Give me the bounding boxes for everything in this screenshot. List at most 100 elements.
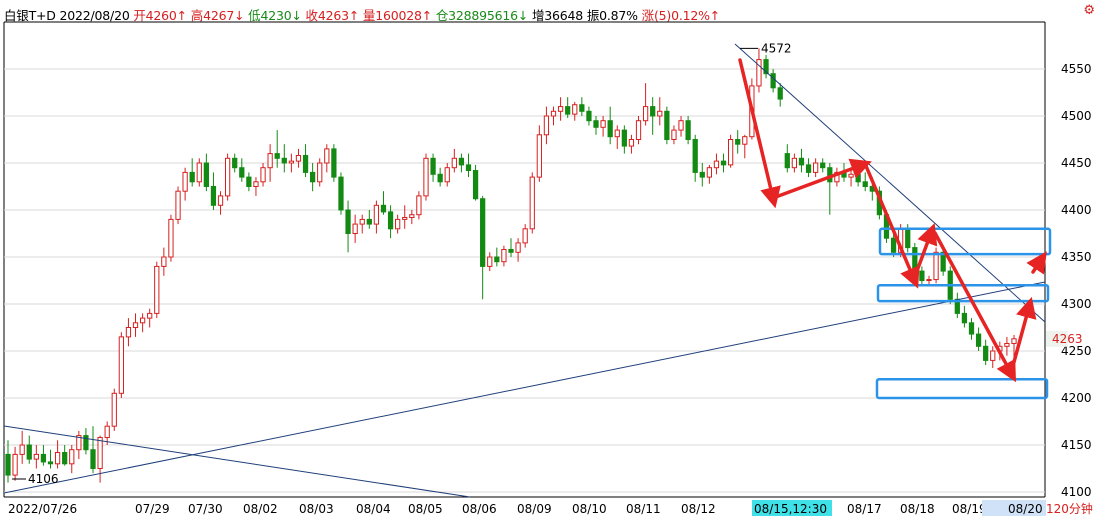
analysis-arrow-5 <box>933 231 1017 383</box>
header-inc-label: 增 <box>531 8 545 23</box>
candle-body <box>132 322 139 328</box>
candle-body <box>118 336 124 394</box>
last-price-tag-bg <box>1046 330 1068 347</box>
x-tick-label: 08/03 <box>299 502 334 516</box>
candle-body <box>40 453 47 463</box>
candle-body <box>621 129 627 147</box>
candle-body <box>104 425 110 438</box>
candle-body <box>791 157 798 169</box>
x-tick-label: 08/05 <box>408 502 443 516</box>
candle-body <box>813 162 819 173</box>
candle-body <box>472 170 479 200</box>
x-tick-label: 08/06 <box>462 502 497 516</box>
period-label: 120分钟 <box>1046 501 1093 516</box>
analysis-arrow-3 <box>864 164 920 289</box>
candle-body <box>345 209 351 234</box>
x-tick-label: 08/12 <box>681 502 716 516</box>
candle-body <box>465 164 472 172</box>
candle-body <box>664 110 670 141</box>
support-box-3 <box>875 377 1049 400</box>
candle-body <box>324 148 330 164</box>
header-chg-label: 涨(5) <box>641 8 672 23</box>
candle-body <box>5 453 11 476</box>
candle-body <box>565 106 571 115</box>
candle-body <box>487 256 493 267</box>
candle-body <box>635 120 642 140</box>
candle-body <box>189 171 195 183</box>
analysis-arrow-6 <box>1009 296 1037 375</box>
candle-body <box>529 176 535 230</box>
candle-body <box>395 218 401 230</box>
candle-body <box>650 106 656 117</box>
analysis-arrow-7 <box>1026 251 1047 275</box>
candle-body <box>685 120 691 140</box>
header-low-label: 低 <box>248 8 261 23</box>
candle-body <box>607 120 613 138</box>
candle-body <box>494 256 500 263</box>
header-amp: 0.87% <box>599 8 638 23</box>
candle-body <box>295 154 302 162</box>
candle-body <box>12 453 18 476</box>
gear-icon[interactable]: ⚙ <box>1083 3 1095 18</box>
candle-body <box>805 164 812 173</box>
candle-body <box>926 279 932 282</box>
candle-body <box>508 248 514 253</box>
candle-body <box>1004 342 1010 347</box>
x-tick-label: 07/29 <box>135 502 170 516</box>
candle-body <box>961 312 968 324</box>
x-tick-label: 08/10 <box>572 502 607 516</box>
candle-body <box>628 139 635 147</box>
candle-body <box>147 312 153 319</box>
candle-body <box>302 154 309 173</box>
candle-body <box>402 217 408 220</box>
candle-body <box>352 223 358 235</box>
analysis-arrow-4 <box>912 223 938 281</box>
candle-body <box>260 167 266 183</box>
y-tick-label-4400: 4400 <box>1061 203 1092 217</box>
candle-body <box>763 59 769 75</box>
candle-body <box>515 242 521 253</box>
candle-body <box>239 167 245 178</box>
candle-body <box>557 106 564 112</box>
candle-body <box>798 157 805 166</box>
candle-body <box>430 157 436 175</box>
analysis-arrow-1 <box>738 58 781 209</box>
candle-body <box>203 162 209 187</box>
x-tick-label: 08/19 <box>952 502 987 516</box>
candle-body <box>912 247 918 272</box>
candle-body <box>90 449 96 470</box>
candle-body <box>735 139 741 145</box>
candle-body <box>784 153 790 169</box>
high-annotation: 4572 <box>761 41 792 55</box>
candle-body <box>727 139 734 166</box>
candle-body <box>19 444 25 455</box>
candle-body <box>154 265 160 314</box>
candle-body <box>919 270 925 282</box>
candle-body <box>210 186 217 206</box>
candle-body <box>820 162 826 169</box>
header-oi: 328895616↓ <box>448 8 529 23</box>
candle-body <box>232 157 238 169</box>
x-label-highlight-bg <box>752 500 832 516</box>
candle-body <box>890 237 897 253</box>
candle-body <box>423 157 429 197</box>
candle-body <box>182 171 188 192</box>
candle-body <box>83 435 89 451</box>
candle-body <box>699 171 705 178</box>
header-amp-label: 振 <box>586 8 600 23</box>
x-tick-label: 08/02 <box>243 502 278 516</box>
y-tick-label-4500: 4500 <box>1061 109 1092 123</box>
y-tick-label-4100: 4100 <box>1061 485 1092 499</box>
header-symbol: 白银T+D <box>4 8 56 23</box>
candle-body <box>317 162 323 183</box>
candle-body <box>437 173 443 183</box>
candle-body <box>281 157 287 164</box>
candle-body <box>975 333 982 347</box>
candle-body <box>756 59 762 87</box>
candle-body <box>416 195 422 216</box>
candle-body <box>373 204 380 225</box>
candle-body <box>862 181 868 188</box>
candle-body <box>33 453 39 460</box>
